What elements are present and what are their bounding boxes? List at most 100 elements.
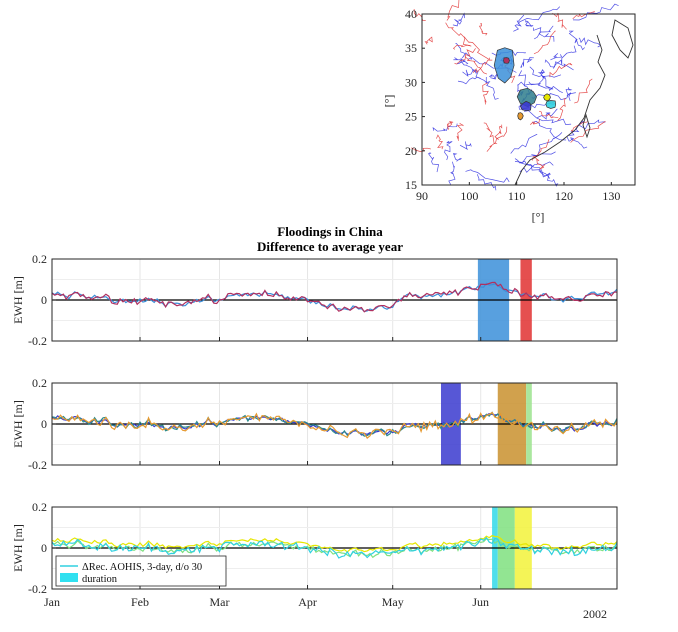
x-tick-label: Jan — [44, 595, 60, 609]
river-line — [536, 108, 558, 120]
river-line — [462, 69, 477, 77]
map-x-tick-label: 100 — [460, 189, 478, 203]
y-axis-label: EWH [m] — [11, 276, 25, 324]
river-line — [566, 136, 588, 149]
river-line — [444, 140, 453, 161]
basin-border-line — [557, 98, 566, 121]
x-tick-label: Apr — [298, 595, 317, 609]
map-x-label: [°] — [532, 210, 545, 224]
map-x-tick-label: 130 — [602, 189, 620, 203]
x-tick-label: Jun — [472, 595, 489, 609]
river-line — [565, 87, 573, 102]
coastline-taiwan — [582, 113, 591, 139]
legend-entry-label: ΔRec. AOHIS, 3-day, d/o 30 — [82, 562, 202, 573]
series-line — [51, 535, 618, 553]
river-line — [519, 161, 554, 173]
river-line — [568, 120, 585, 136]
map-y-tick-label: 20 — [405, 144, 417, 158]
series-line — [51, 282, 618, 313]
basin-border-line — [529, 119, 540, 125]
river-line — [514, 158, 551, 179]
river-line — [534, 25, 554, 40]
map-inset: 90 100 110 120 130 15 20 25 30 35 40 [°] [°] — [382, 0, 636, 224]
basin-border-line — [574, 78, 593, 104]
basin-border-line — [447, 120, 454, 130]
river-line — [572, 3, 619, 21]
basin-border-line — [570, 120, 606, 143]
map-x-tick-label: 90 — [416, 189, 428, 203]
basin-border-line — [552, 12, 567, 30]
river-line — [476, 174, 497, 191]
river-line — [432, 123, 458, 132]
river-line — [519, 160, 551, 177]
flood-region — [516, 87, 537, 107]
basin-border-line — [463, 36, 490, 61]
river-line — [465, 169, 510, 183]
series-line — [51, 536, 618, 559]
basin-border-line — [411, 147, 431, 152]
x-tick-label: Mar — [210, 595, 230, 609]
basin-border-line — [533, 30, 556, 55]
series-line — [51, 281, 618, 313]
x-year-label: 2002 — [583, 607, 607, 621]
basin-border-line — [464, 56, 488, 75]
map-y-ticks: 15 20 25 30 35 40 — [405, 7, 425, 192]
river-line — [460, 57, 481, 79]
y-tick-label: 0 — [41, 417, 47, 431]
legend-box — [55, 555, 227, 587]
river-line — [427, 152, 440, 173]
y-tick-label: 0 — [41, 293, 47, 307]
river-line — [520, 57, 534, 68]
map-x-tick-label: 120 — [555, 189, 573, 203]
river-line — [531, 132, 563, 157]
map-y-tick-label: 15 — [405, 178, 417, 192]
y-tick-label: -0.2 — [28, 334, 47, 348]
river-line — [452, 12, 466, 27]
series-line — [51, 411, 618, 440]
basin-border-line — [483, 122, 498, 144]
map-y-tick-label: 30 — [405, 75, 417, 89]
basin-border-line — [494, 124, 503, 140]
x-tick-label: Feb — [131, 595, 149, 609]
basin-border-line — [472, 59, 493, 74]
y-tick-label: -0.2 — [28, 458, 47, 472]
river-line — [537, 69, 546, 79]
legend-patch-swatch — [60, 573, 78, 582]
basin-border-line — [446, 0, 460, 21]
y-axis-label: EWH [m] — [11, 400, 25, 448]
y-axis-label: EWH [m] — [11, 524, 25, 572]
river-network — [411, 0, 634, 191]
river-line — [524, 110, 572, 125]
coastline-korea — [611, 19, 634, 59]
flood-region — [517, 112, 524, 121]
river-line — [457, 76, 488, 85]
river-line — [517, 74, 562, 86]
river-line — [448, 161, 456, 185]
y-tick-label: -0.2 — [28, 582, 47, 596]
x-tick-label: May — [382, 595, 404, 609]
flood-region — [503, 57, 510, 64]
coastline — [514, 34, 606, 186]
river-line — [544, 59, 574, 71]
river-line — [524, 19, 534, 27]
flood-region — [543, 93, 551, 102]
map-x-tick-label: 110 — [508, 189, 526, 203]
basin-border-line — [424, 36, 433, 45]
chart-title: Floodings in China — [277, 224, 383, 239]
map-y-tick-label: 35 — [405, 41, 417, 55]
river-line — [510, 134, 538, 154]
basin-border-line — [538, 110, 559, 119]
y-tick-label: 0.2 — [32, 500, 47, 514]
basin-border-line — [445, 22, 471, 46]
flood-regions — [493, 47, 557, 121]
basin-border-line — [456, 122, 464, 141]
river-line — [517, 6, 561, 25]
basin-border-line — [436, 134, 444, 150]
river-line — [552, 45, 577, 69]
river-line — [550, 53, 563, 61]
flood-region — [545, 100, 557, 109]
